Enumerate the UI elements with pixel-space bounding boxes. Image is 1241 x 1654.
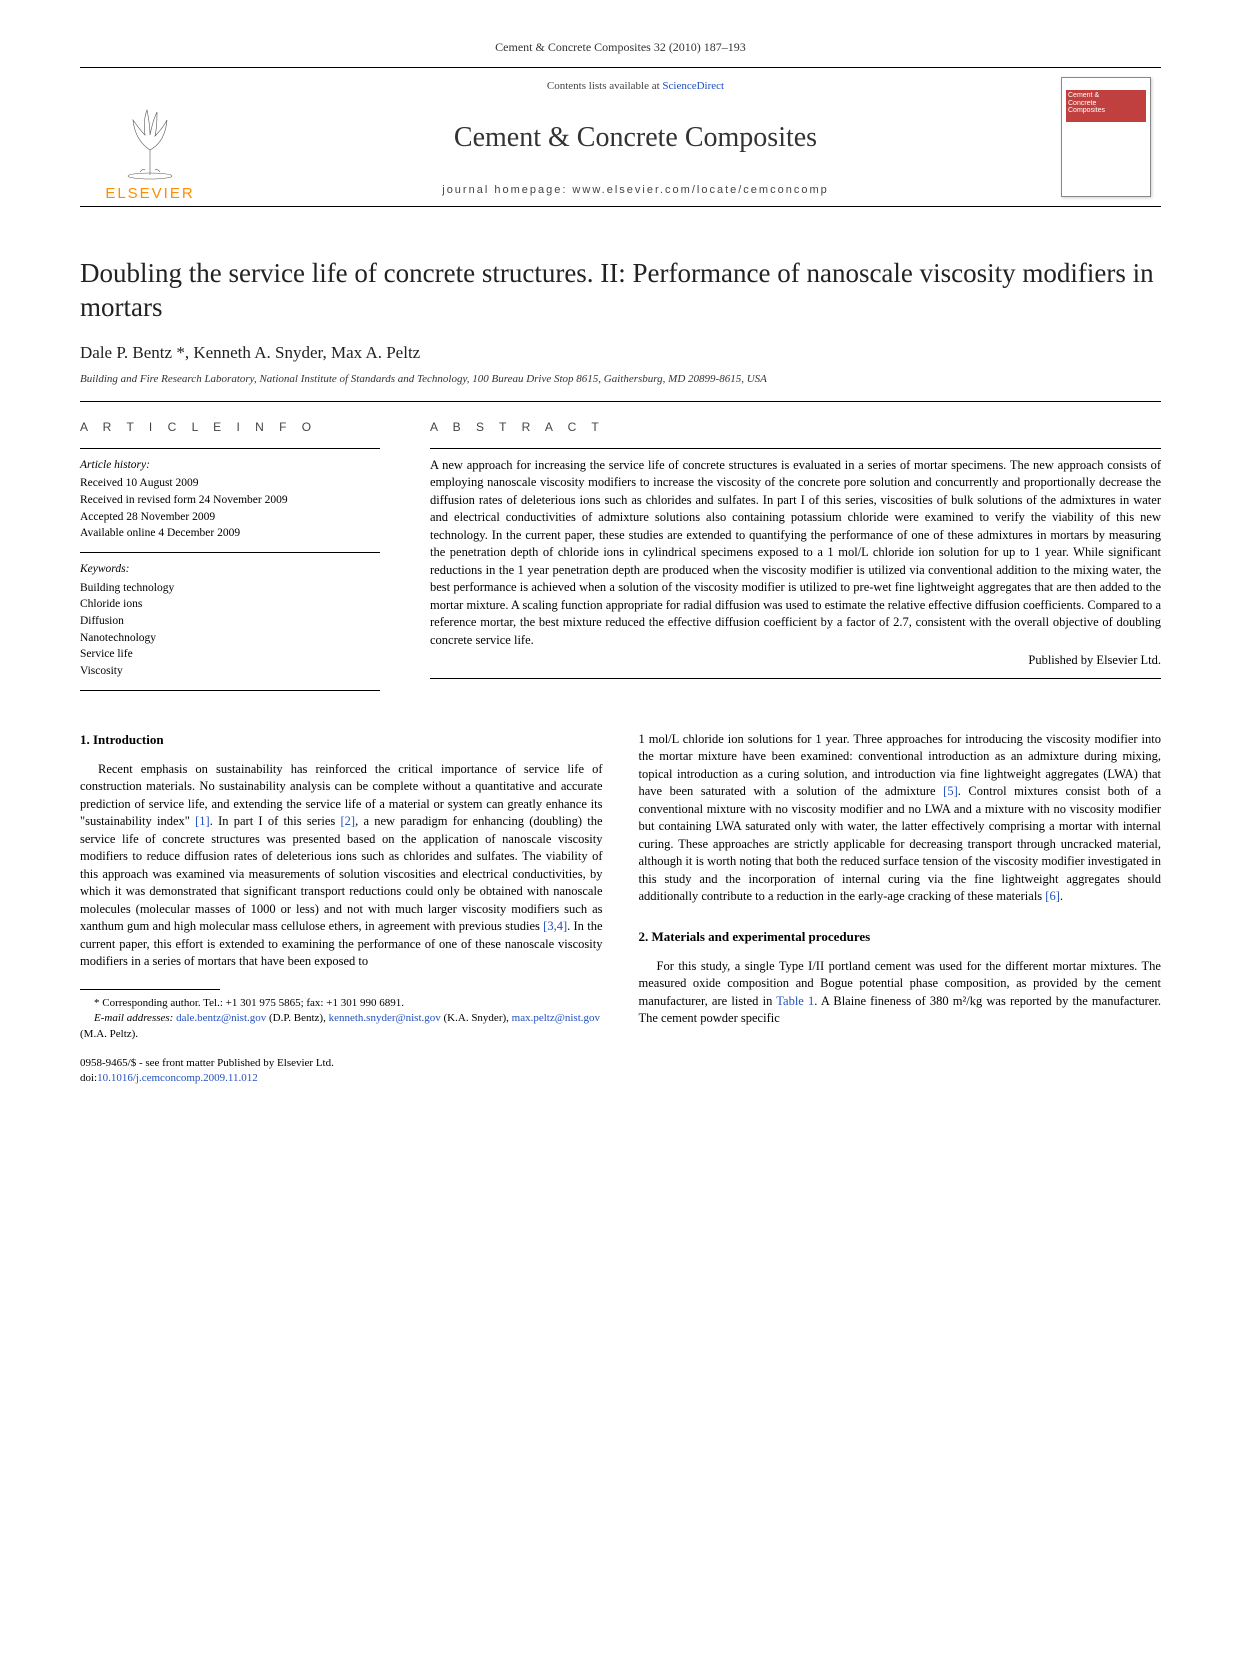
article-title: Doubling the service life of concrete st… bbox=[80, 257, 1161, 325]
journal-cover-thumbnail: Cement & Concrete Composites bbox=[1061, 77, 1151, 197]
ref-link-2[interactable]: [2] bbox=[341, 814, 356, 828]
footnotes-block: * Corresponding author. Tel.: +1 301 975… bbox=[80, 996, 603, 1042]
cover-banner: Cement & Concrete Composites bbox=[1066, 90, 1146, 122]
keyword: Diffusion bbox=[80, 613, 380, 630]
history-online: Available online 4 December 2009 bbox=[80, 525, 380, 542]
table-link-1[interactable]: Table 1 bbox=[776, 994, 814, 1008]
corresponding-author: * Corresponding author. Tel.: +1 301 975… bbox=[80, 996, 603, 1011]
publisher-name: ELSEVIER bbox=[105, 185, 194, 202]
text: (M.A. Peltz). bbox=[80, 1028, 138, 1040]
abstract-heading: A B S T R A C T bbox=[430, 420, 1161, 434]
history-label: Article history: bbox=[80, 457, 380, 474]
email-link[interactable]: max.peltz@nist.gov bbox=[512, 1012, 600, 1024]
email-addresses: E-mail addresses: dale.bentz@nist.gov (D… bbox=[80, 1011, 603, 1042]
cover-thumb-block: Cement & Concrete Composites bbox=[1051, 68, 1161, 206]
cover-line: Concrete bbox=[1068, 100, 1096, 107]
section-1-heading: 1. Introduction bbox=[80, 731, 603, 749]
front-matter-line: 0958-9465/$ - see front matter Published… bbox=[80, 1056, 603, 1071]
intro-paragraph-cont: 1 mol/L chloride ion solutions for 1 yea… bbox=[639, 731, 1162, 906]
ref-link-1[interactable]: [1] bbox=[195, 814, 210, 828]
email-link[interactable]: kenneth.snyder@nist.gov bbox=[329, 1012, 441, 1024]
section-2-heading: 2. Materials and experimental procedures bbox=[639, 928, 1162, 946]
text: . bbox=[1060, 889, 1063, 903]
keyword: Chloride ions bbox=[80, 596, 380, 613]
info-abstract-row: A R T I C L E I N F O Article history: R… bbox=[80, 401, 1161, 691]
doi-block: 0958-9465/$ - see front matter Published… bbox=[80, 1056, 603, 1087]
keyword: Nanotechnology bbox=[80, 630, 380, 647]
article-info-heading: A R T I C L E I N F O bbox=[80, 420, 380, 434]
history-received: Received 10 August 2009 bbox=[80, 475, 380, 492]
history-accepted: Accepted 28 November 2009 bbox=[80, 509, 380, 526]
body-col-right: 1 mol/L chloride ion solutions for 1 yea… bbox=[639, 731, 1162, 1087]
cover-line: Cement & bbox=[1068, 92, 1099, 99]
article-info-column: A R T I C L E I N F O Article history: R… bbox=[80, 402, 380, 691]
materials-paragraph: For this study, a single Type I/II portl… bbox=[639, 958, 1162, 1028]
text: (K.A. Snyder), bbox=[441, 1012, 512, 1024]
ref-link-6[interactable]: [6] bbox=[1045, 889, 1060, 903]
ref-link-3-4[interactable]: [3,4] bbox=[543, 919, 567, 933]
journal-header: ELSEVIER Contents lists available at Sci… bbox=[80, 67, 1161, 207]
text: , a new paradigm for enhancing (doubling… bbox=[80, 814, 603, 933]
doi-prefix: doi: bbox=[80, 1072, 97, 1084]
history-revised: Received in revised form 24 November 200… bbox=[80, 492, 380, 509]
email-link[interactable]: dale.bentz@nist.gov bbox=[176, 1012, 266, 1024]
sciencedirect-link[interactable]: ScienceDirect bbox=[662, 80, 724, 92]
publisher-block: ELSEVIER bbox=[80, 68, 220, 206]
footnote-separator bbox=[80, 989, 220, 990]
doi-line: doi:10.1016/j.cemconcomp.2009.11.012 bbox=[80, 1071, 603, 1086]
journal-title: Cement & Concrete Composites bbox=[454, 122, 817, 154]
keyword: Building technology bbox=[80, 580, 380, 597]
article-history-block: Article history: Received 10 August 2009… bbox=[80, 448, 380, 552]
header-center: Contents lists available at ScienceDirec… bbox=[220, 68, 1051, 206]
cover-line: Composites bbox=[1068, 107, 1105, 114]
body-col-left: 1. Introduction Recent emphasis on susta… bbox=[80, 731, 603, 1087]
abstract-text: A new approach for increasing the servic… bbox=[430, 448, 1161, 650]
abstract-publisher-line: Published by Elsevier Ltd. bbox=[430, 653, 1161, 679]
keywords-block: Keywords: Building technology Chloride i… bbox=[80, 552, 380, 691]
doi-link[interactable]: 10.1016/j.cemconcomp.2009.11.012 bbox=[97, 1072, 258, 1084]
text: (D.P. Bentz), bbox=[266, 1012, 328, 1024]
ref-link-5[interactable]: [5] bbox=[943, 784, 958, 798]
elsevier-tree-icon bbox=[100, 95, 200, 185]
contents-prefix: Contents lists available at bbox=[547, 80, 662, 92]
text: . Control mixtures consist both of a con… bbox=[639, 784, 1162, 903]
abstract-column: A B S T R A C T A new approach for incre… bbox=[430, 402, 1161, 691]
contents-line: Contents lists available at ScienceDirec… bbox=[547, 80, 724, 92]
keyword: Service life bbox=[80, 646, 380, 663]
keywords-label: Keywords: bbox=[80, 561, 380, 578]
body-columns: 1. Introduction Recent emphasis on susta… bbox=[80, 731, 1161, 1087]
text: . In part I of this series bbox=[210, 814, 341, 828]
journal-homepage: journal homepage: www.elsevier.com/locat… bbox=[442, 184, 828, 196]
journal-reference: Cement & Concrete Composites 32 (2010) 1… bbox=[80, 40, 1161, 55]
intro-paragraph: Recent emphasis on sustainability has re… bbox=[80, 761, 603, 971]
article-authors: Dale P. Bentz *, Kenneth A. Snyder, Max … bbox=[80, 343, 1161, 363]
keyword: Viscosity bbox=[80, 663, 380, 680]
author-affiliation: Building and Fire Research Laboratory, N… bbox=[80, 373, 1161, 385]
email-label: E-mail addresses: bbox=[94, 1012, 176, 1024]
